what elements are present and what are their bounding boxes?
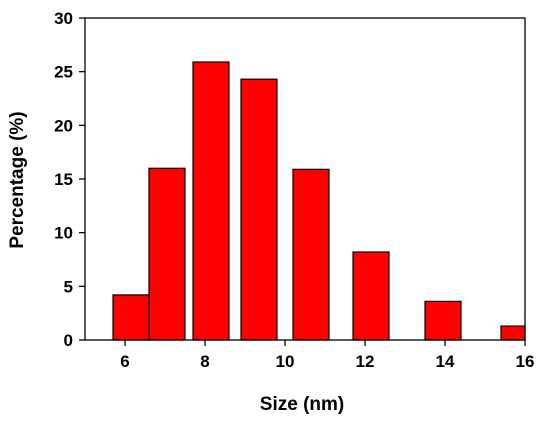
bar-3 — [240, 78, 278, 341]
x-tick-label-1: 8 — [200, 352, 209, 371]
bar-7 — [500, 325, 526, 341]
y-tick-label-1: 5 — [64, 277, 73, 296]
x-tick-label-0: 6 — [120, 352, 129, 371]
y-tick-label-5: 25 — [54, 63, 73, 82]
bar-6 — [424, 300, 462, 341]
bars-group — [112, 61, 526, 341]
bar-4 — [292, 168, 330, 341]
x-tick-label-3: 12 — [356, 352, 375, 371]
x-tick-label-4: 14 — [436, 352, 455, 371]
y-tick-label-2: 10 — [54, 224, 73, 243]
bar-0 — [112, 294, 150, 341]
y-axis-title: Percentage (%) — [7, 111, 28, 248]
bar-2 — [192, 61, 230, 341]
ticks-group: 6 8 10 12 14 16 0 5 10 15 20 25 30 — [54, 9, 534, 371]
y-tick-label-0: 0 — [64, 331, 73, 350]
y-tick-label-6: 30 — [54, 9, 73, 28]
y-tick-label-3: 15 — [54, 170, 73, 189]
y-tick-label-4: 20 — [54, 116, 73, 135]
bar-1 — [148, 167, 186, 341]
bar-5 — [352, 251, 390, 341]
x-tick-label-2: 10 — [276, 352, 295, 371]
x-axis-title: Size (nm) — [260, 394, 344, 415]
x-tick-label-5: 16 — [516, 352, 535, 371]
